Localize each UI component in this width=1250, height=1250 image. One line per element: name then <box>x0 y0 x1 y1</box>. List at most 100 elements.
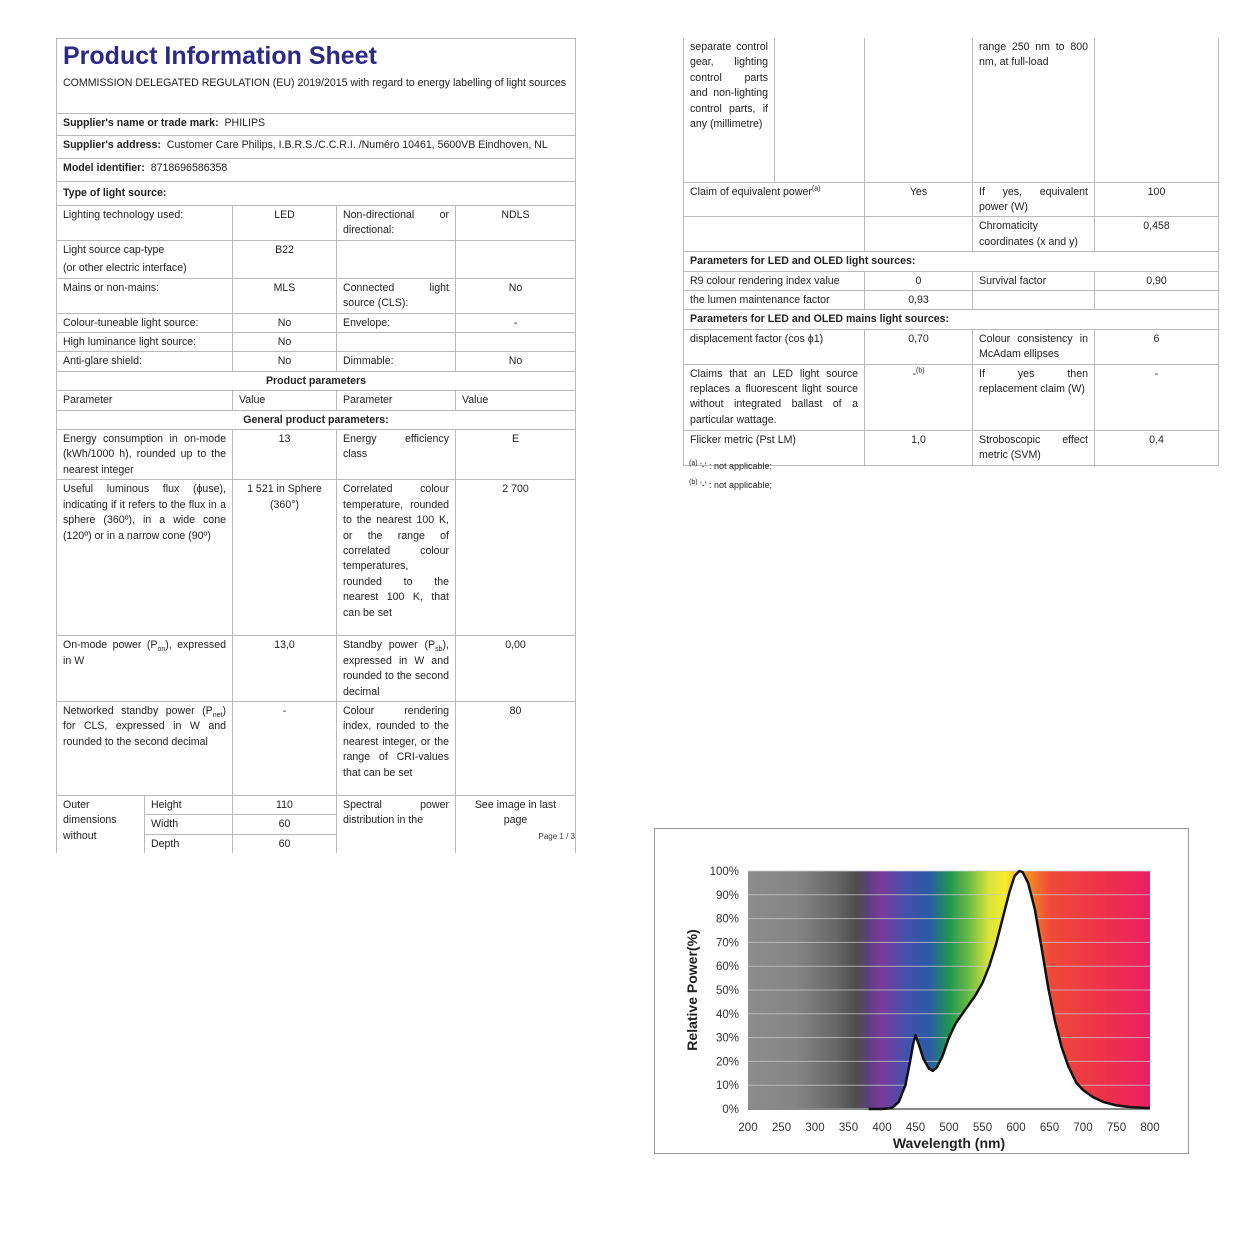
label-sub: sb <box>435 646 443 654</box>
y-tick-label: 50% <box>716 985 739 997</box>
product-info-table-continued: separate control gear, lighting control … <box>683 38 1219 466</box>
param-value: 0,93 <box>864 289 973 311</box>
param-label: Spectral power distribution in the <box>336 794 456 854</box>
param-value <box>455 239 576 279</box>
product-info-table: Product Information Sheet COMMISSION DEL… <box>56 38 576 854</box>
param-value: -(b) <box>864 363 973 431</box>
column-header: Parameter <box>336 390 456 411</box>
x-tick-label: 450 <box>906 1122 925 1134</box>
label-text: ), expressed in W <box>63 639 226 667</box>
x-tick-label: 650 <box>1040 1122 1059 1134</box>
supplier-address-row: Supplier's address: Customer Care Philip… <box>56 135 576 159</box>
mains-parameters-heading: Parameters for LED and OLED mains light … <box>683 309 1219 330</box>
width-value: 60 <box>232 814 337 835</box>
param-value: 100 <box>1094 181 1219 218</box>
param-label: Claims that an LED light source replaces… <box>683 363 865 431</box>
table-row: Energy consumption in on-mode (kWh/1000 … <box>56 429 576 481</box>
model-identifier: 8718696586358 <box>150 162 228 174</box>
table-row: Light source cap-type (or other electric … <box>56 239 576 279</box>
page-title: Product Information Sheet <box>63 42 377 70</box>
param-label: range 250 nm to 800 nm, at full-load <box>972 38 1095 183</box>
empty-cell <box>864 216 973 253</box>
param-label: Energy efficiency class <box>336 429 456 481</box>
param-value <box>455 332 576 353</box>
footnote-mark: (b) <box>689 479 698 486</box>
param-label: High luminance light source: <box>56 332 233 353</box>
param-value: 0,4 <box>1094 429 1219 466</box>
page-number: Page 1 / 3 <box>538 832 575 841</box>
param-label: Useful luminous flux (ϕuse), indicating … <box>56 479 233 637</box>
column-header: Parameter <box>56 390 233 411</box>
param-label: Claim of equivalent power(a) <box>683 181 865 218</box>
param-value: 1,0 <box>864 429 973 466</box>
param-label: Networked standby power (Pnet) for CLS, … <box>56 700 233 796</box>
footnote-mark: (a) <box>811 184 821 192</box>
model-row: Model identifier: 8718696586358 <box>56 158 576 182</box>
spectral-power-chart: 0% 10% 20% 30% 40% 50% 60% 70% 80% 90% 100% 200 250… <box>654 828 1189 1154</box>
label-text: Claim of equivalent power <box>690 185 812 198</box>
param-label: If yes then replacement claim (W) <box>972 363 1095 431</box>
table-row: Chromaticity coordinates (x and y) 0,458 <box>683 216 1219 253</box>
param-value: 0,90 <box>1094 270 1219 291</box>
param-label: Colour consistency in McAdam ellipses <box>972 328 1095 365</box>
param-label: Non-directional or directional: <box>336 205 456 241</box>
empty-cell <box>683 216 865 253</box>
footnote: (a) '-' : not applicable; <box>689 460 772 471</box>
chart-svg: 0% 10% 20% 30% 40% 50% 60% 70% 80% 90% 100% 200 250… <box>684 866 1160 1151</box>
y-tick-label: 100% <box>710 866 739 878</box>
column-headers: Parameter Value Parameter Value <box>56 390 576 411</box>
y-tick-label: 60% <box>716 961 739 973</box>
cap-type-sublabel: (or other electric interface) <box>63 262 187 275</box>
y-tick-label: 70% <box>716 937 739 949</box>
param-label: On-mode power (Pon), expressed in W <box>56 635 233 702</box>
table-row: High luminance light source: No <box>56 332 576 353</box>
param-label <box>336 239 456 279</box>
param-value: MLS <box>232 277 337 314</box>
table-row: separate control gear, lighting control … <box>683 38 1219 183</box>
param-value: 1 521 in Sphere (360°) <box>232 479 337 637</box>
param-label: Stroboscopic effect metric (SVM) <box>972 429 1095 466</box>
param-value: B22 <box>232 239 337 279</box>
empty-cell <box>864 38 973 183</box>
regulation-subtitle: COMMISSION DELEGATED REGULATION (EU) 201… <box>63 77 567 89</box>
param-label: Standby power (Psb), expressed in W and … <box>336 635 456 702</box>
footnote-mark: (b) <box>915 367 925 375</box>
param-value: 0 <box>864 270 973 291</box>
param-value: - <box>1094 363 1219 431</box>
table-row: Networked standby power (Pnet) for CLS, … <box>56 700 576 796</box>
param-value: 13 <box>232 429 337 481</box>
depth-value: 60 <box>232 833 337 854</box>
supplier-name-label: Supplier's name or trade mark: <box>63 117 219 129</box>
footnote: (b) '-' : not applicable; <box>689 479 773 490</box>
param-value: No <box>232 351 337 372</box>
empty-cell <box>1094 289 1219 311</box>
x-tick-label: 700 <box>1073 1122 1092 1134</box>
empty-cell <box>1094 38 1219 183</box>
y-tick-label: 90% <box>716 890 739 902</box>
param-label <box>336 332 456 353</box>
param-value: No <box>455 351 576 372</box>
param-value: E <box>455 429 576 481</box>
param-label: Chromaticity coordinates (x and y) <box>972 216 1095 253</box>
param-value: - <box>455 312 576 334</box>
y-tick-label: 30% <box>716 1033 739 1045</box>
x-tick-label: 250 <box>772 1122 791 1134</box>
table-row: Anti-glare shield: No Dimmable: No <box>56 351 576 372</box>
label-text: On-mode power (P <box>63 639 158 652</box>
table-row: the lumen maintenance factor 0,93 <box>683 289 1219 311</box>
param-label: Survival factor <box>972 270 1095 291</box>
label-sub: on <box>157 646 166 654</box>
general-parameters-heading: General product parameters: <box>56 409 576 431</box>
table-row: displacement factor (cos ϕ1) 0,70 Colour… <box>683 328 1219 365</box>
product-parameters-heading: Product parameters <box>56 370 576 392</box>
param-label: Lighting technology used: <box>56 205 233 241</box>
y-tick-label: 40% <box>716 1009 739 1021</box>
footnote-text: '-' : not applicable; <box>700 480 773 490</box>
table-row: Colour-tuneable light source: No Envelop… <box>56 312 576 334</box>
height-value: 110 <box>232 794 337 816</box>
empty-cell <box>774 38 865 183</box>
param-label: Connected light source (CLS): <box>336 277 456 314</box>
table-row: R9 colour rendering index value 0 Surviv… <box>683 270 1219 291</box>
x-tick-label: 350 <box>839 1122 858 1134</box>
param-value: 2 700 <box>455 479 576 637</box>
